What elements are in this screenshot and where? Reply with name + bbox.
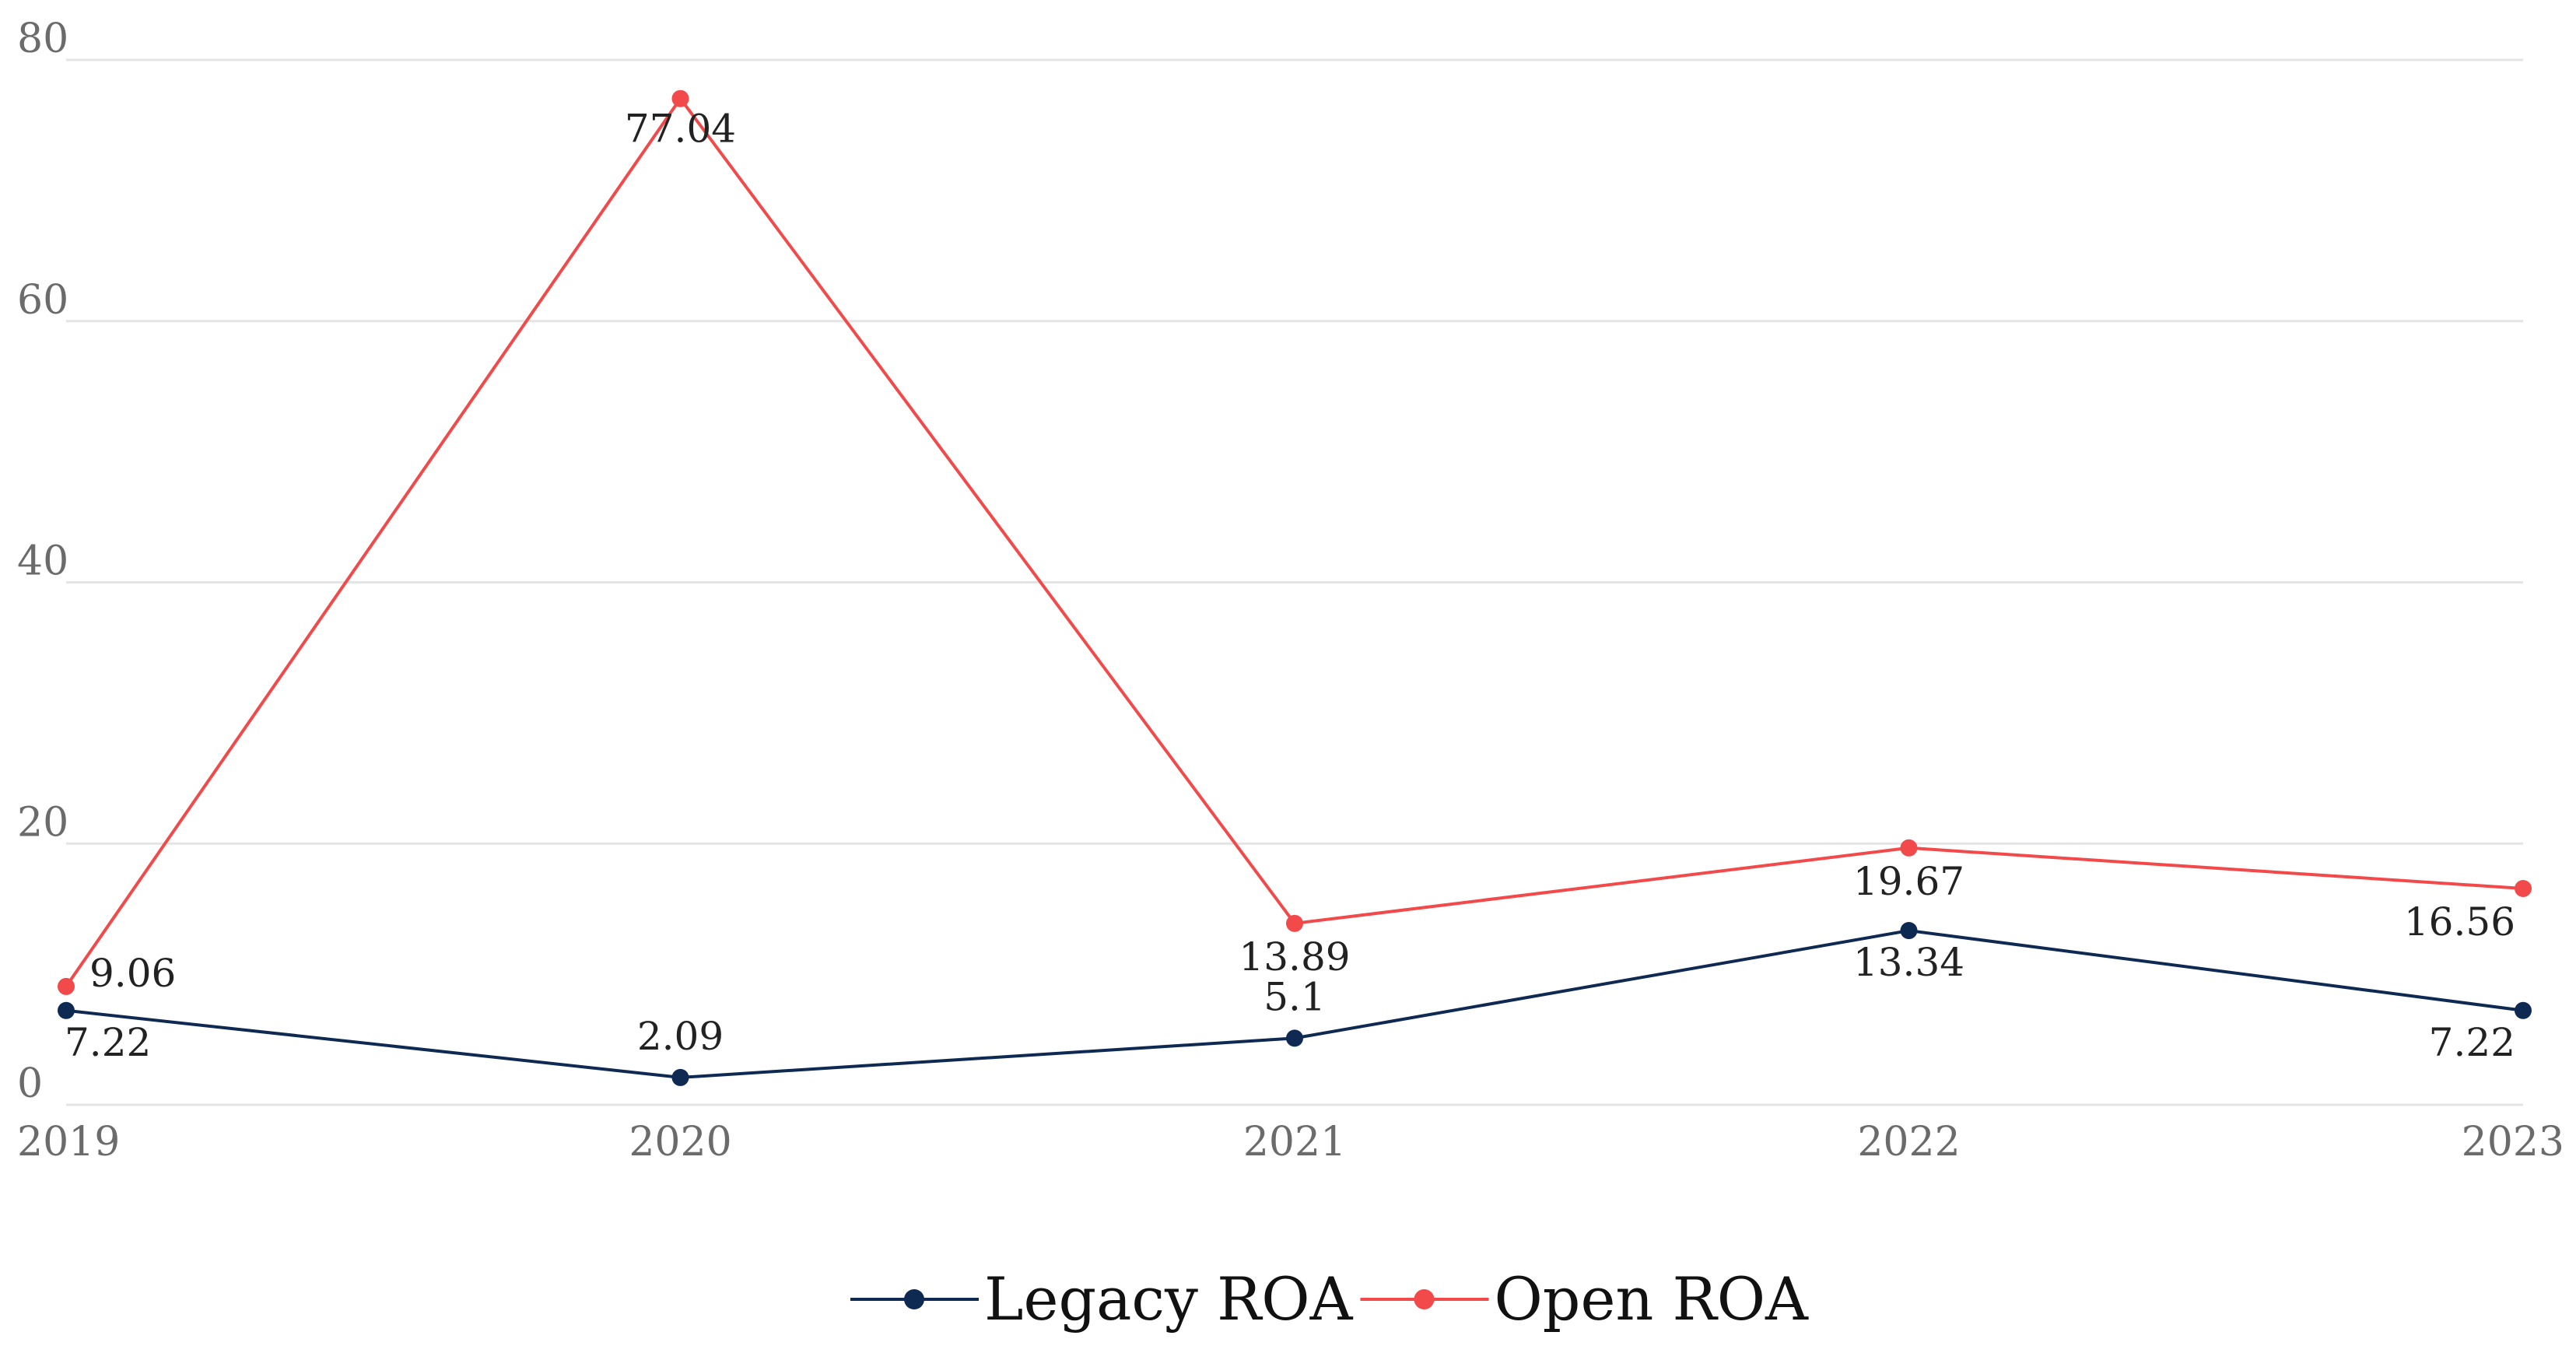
legacy-roa-data-label-2021: 5.1 [1263,974,1326,1019]
x-tick-label-2022: 2022 [1857,1119,1960,1165]
x-axis-ticks: 2019 2020 2021 2022 2023 [17,1119,2564,1165]
legacy-roa-point-2023 [2515,1001,2532,1019]
series-lines [58,89,2532,1086]
legend-swatch-marker [904,1289,924,1309]
y-tick-label: 40 [17,538,68,585]
legacy-roa-point-2020 [671,1068,689,1086]
grid-lines [66,58,2523,1106]
x-tick-label-2021: 2021 [1243,1119,1346,1165]
data-labels: 7.22 2.09 5.1 13.34 7.22 9.06 77.04 13.89 19.67 1… [65,107,2515,1065]
open-roa-point-2023 [2515,879,2532,897]
legend-item-open-roa: Open ROA [1360,1264,1809,1334]
open-roa-point-2020 [671,89,689,107]
open-roa-line [65,96,2524,988]
x-tick-label-2019: 2019 [17,1119,120,1165]
legacy-roa-data-label-2019: 7.22 [65,1020,151,1065]
y-tick-label: 20 [17,799,68,846]
legacy-roa-point-2021 [1286,1029,1303,1047]
legacy-roa-point-2022 [1900,922,1918,940]
legacy-roa-data-label-2020: 2.09 [637,1014,724,1059]
legend-label-legacy-roa: Legacy ROA [984,1264,1354,1334]
y-axis-ticks: 0 20 40 60 80 [17,16,68,1107]
legend-item-legacy-roa: Legacy ROA [850,1264,1354,1334]
open-roa-data-label-2021: 13.89 [1239,934,1350,980]
open-roa-data-label-2019: 9.06 [89,951,176,996]
x-tick-label-2020: 2020 [629,1119,731,1165]
open-roa-point-2019 [58,977,75,995]
y-tick-label: 60 [17,277,68,324]
x-tick-label-2023: 2023 [2462,1119,2564,1165]
legend-label-open-roa: Open ROA [1494,1264,1809,1334]
legacy-roa-data-label-2023: 7.22 [2429,1020,2515,1065]
y-tick-label: 80 [17,16,68,62]
open-roa-data-label-2022: 19.67 [1853,859,1964,904]
legend: Legacy ROA Open ROA [850,1264,1809,1334]
open-roa-point-2022 [1900,839,1918,857]
legacy-roa-data-label-2022: 13.34 [1853,940,1964,985]
legend-swatch-marker [1414,1289,1435,1309]
open-roa-data-label-2023: 16.56 [2404,899,2515,945]
open-roa-data-label-2020: 77.04 [625,107,736,152]
legacy-roa-point-2019 [58,1001,75,1019]
y-tick-label: 0 [17,1060,43,1107]
open-roa-point-2021 [1286,914,1303,932]
